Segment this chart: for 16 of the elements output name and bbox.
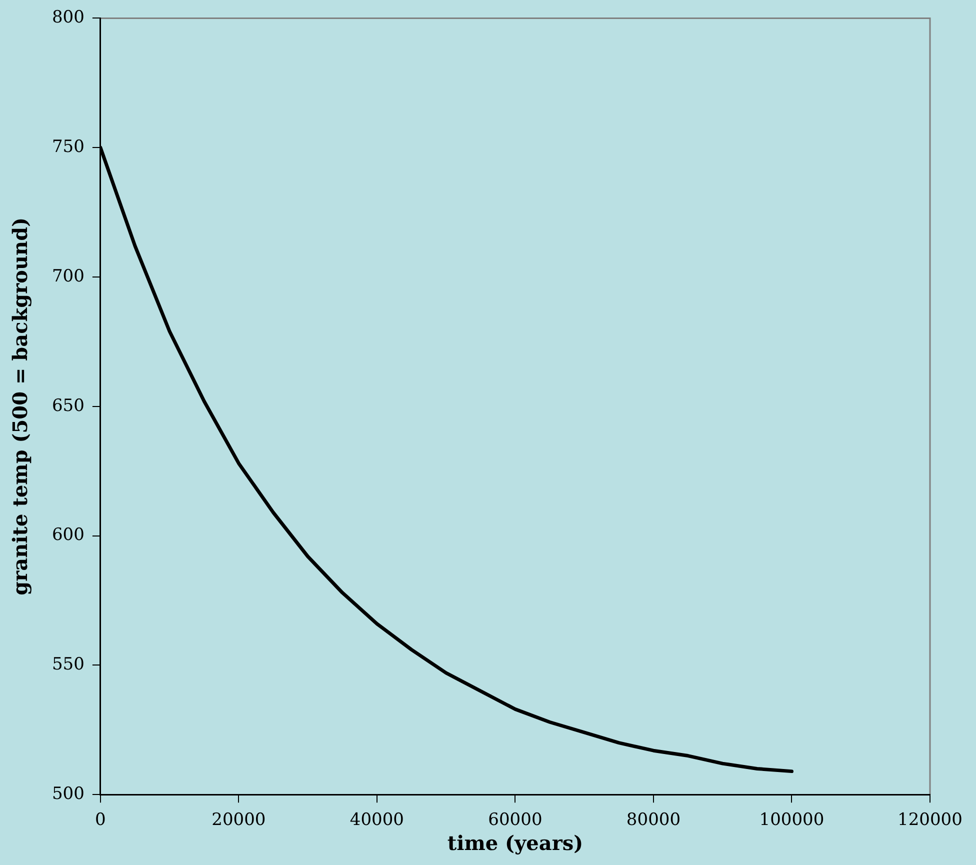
y-tick-label: 500	[52, 784, 84, 804]
x-tick-label: 20000	[212, 810, 266, 830]
x-tick-label: 0	[95, 810, 106, 830]
x-tick-label: 80000	[626, 810, 681, 830]
x-tick-label: 60000	[488, 810, 542, 830]
y-axis-title: granite temp (500 = background)	[8, 217, 32, 596]
y-tick-label: 800	[52, 8, 84, 28]
x-tick-label: 120000	[898, 810, 962, 830]
y-tick-label: 550	[52, 654, 84, 675]
x-tick-label: 100000	[759, 810, 824, 830]
x-axis-title: time (years)	[447, 831, 584, 856]
x-tick-label: 40000	[350, 810, 404, 830]
y-tick-label: 700	[52, 266, 84, 286]
y-tick-label: 600	[52, 525, 84, 546]
y-tick-label: 650	[52, 396, 84, 416]
y-tick-label: 750	[52, 137, 84, 158]
